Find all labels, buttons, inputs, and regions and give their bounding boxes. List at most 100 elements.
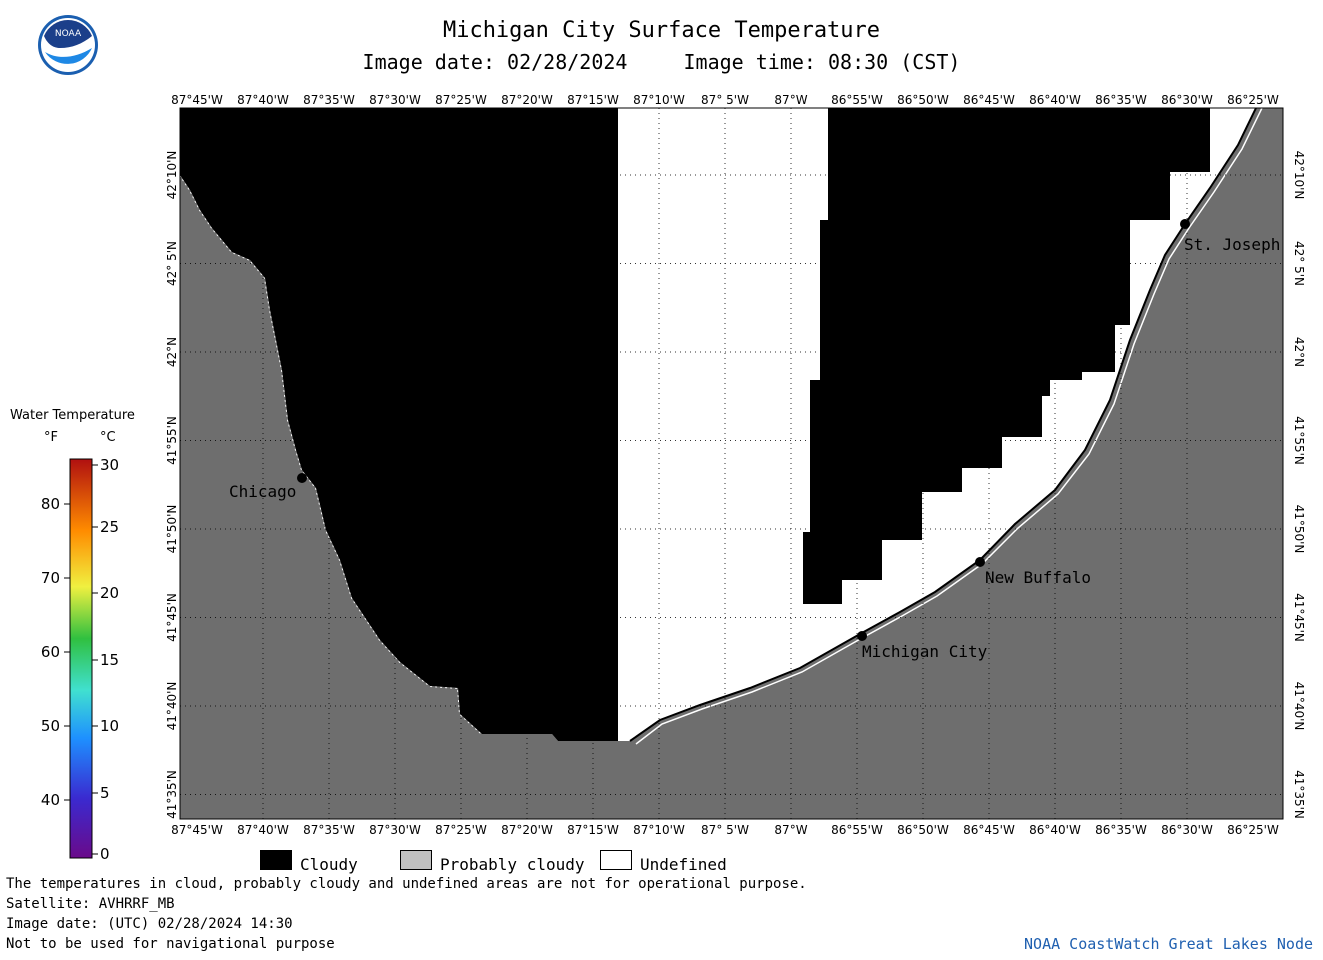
lon-label-bottom: 87° 5'W [701,823,749,837]
longitude-labels-bottom: 87°45'W 87°40'W 87°35'W 87°30'W 87°25'W 87°20… [171,823,1279,837]
lon-label-top: 86°55'W [831,93,883,107]
image-date: Image date: 02/28/2024 [362,50,628,74]
f-tick-label: 60 [41,643,60,661]
lon-label-top: 87°25'W [435,93,487,107]
lon-label-top: 86°45'W [963,93,1015,107]
temperature-color-bar [69,458,93,859]
note-navigation: Not to be used for navigational purpose [6,936,335,952]
city-label-new-buffalo: New Buffalo [985,568,1091,587]
lat-label-right: 41°40'N [1292,682,1306,731]
lon-label-top: 87°30'W [369,93,421,107]
c-tick-label: 10 [100,717,119,735]
lat-label-right: 41°35'N [1292,770,1306,819]
key-swatch-cloudy [260,850,292,870]
lon-label-top: 86°40'W [1029,93,1081,107]
lon-label-bottom: 86°50'W [897,823,949,837]
city-marker-chicago [297,473,307,483]
lon-label-bottom: 87°40'W [237,823,289,837]
city-label-st-joseph: St. Joseph [1184,235,1280,254]
lon-label-bottom: 87°45'W [171,823,223,837]
lon-label-bottom: 87°W [774,823,807,837]
latitude-labels-right: 42°10'N 42° 5'N 42°N 41°55'N 41°50'N 41°45'N 4… [1292,151,1306,819]
lat-label-left: 42° 5'N [165,241,179,286]
lat-label-left: 41°40'N [165,682,179,731]
lon-label-bottom: 86°45'W [963,823,1015,837]
image-time: Image time: 08:30 (CST) [683,50,961,74]
lon-label-top: 87°35'W [303,93,355,107]
c-tick-label: 25 [100,518,119,536]
lon-label-top: 87°15'W [567,93,619,107]
c-tick-label: 30 [100,456,119,474]
land-west [180,175,630,819]
f-tick-label: 70 [41,569,60,587]
shoreline-east-white [635,107,1263,745]
lon-label-bottom: 86°25'W [1227,823,1279,837]
lon-label-top: 87°20'W [501,93,553,107]
lon-label-bottom: 87°20'W [501,823,553,837]
lon-label-top: 86°25'W [1227,93,1279,107]
lon-label-bottom: 87°30'W [369,823,421,837]
lat-label-right: 41°55'N [1292,416,1306,465]
fahrenheit-ticks: 80 70 60 50 40 [41,495,70,809]
lon-label-bottom: 86°55'W [831,823,883,837]
city-marker-michigan-city [857,631,867,641]
noaa-logo-icon: NOAA [38,15,98,75]
celsius-ticks: 30 25 20 15 10 5 0 [92,456,119,863]
c-tick-label: 0 [100,845,110,863]
f-tick-label: 80 [41,495,60,513]
lon-label-bottom: 86°35'W [1095,823,1147,837]
map-subtitle: Image date: 02/28/2024 Image time: 08:30… [0,50,1323,74]
c-tick-label: 20 [100,584,119,602]
note-satellite: Satellite: AVHRRF_MB [6,896,175,912]
map-title: Michigan City Surface Temperature [442,18,881,43]
lon-label-bottom: 86°30'W [1161,823,1213,837]
land-east [630,108,1283,819]
lat-label-left: 41°35'N [165,770,179,819]
note-disclaimer: The temperatures in cloud, probably clou… [6,876,807,892]
legend-title: Water Temperature [10,408,135,423]
lon-label-top: 87°W [774,93,807,107]
lat-label-right: 41°45'N [1292,593,1306,642]
lon-label-top: 86°30'W [1161,93,1213,107]
c-tick-label: 15 [100,651,119,669]
lon-label-top: 86°35'W [1095,93,1147,107]
lat-label-left: 42°10'N [165,151,179,200]
lon-label-top: 87°10'W [633,93,685,107]
lon-label-top: 87° 5'W [701,93,749,107]
lat-label-right: 42°N [1292,337,1306,367]
lat-label-right: 42° 5'N [1292,241,1306,286]
key-swatch-undefined [600,850,632,870]
lat-label-left: 42°N [165,337,179,367]
cloudy-area-east [803,108,1210,604]
unit-fahrenheit: °F [44,430,58,445]
key-label-cloudy: Cloudy [300,855,358,874]
map-frame [179,107,1284,820]
key-label-undefined: Undefined [640,855,727,874]
lon-label-bottom: 87°35'W [303,823,355,837]
city-marker-st-joseph [1180,219,1190,229]
lon-label-bottom: 87°15'W [567,823,619,837]
lat-label-right: 41°50'N [1292,505,1306,554]
lon-label-top: 86°50'W [897,93,949,107]
lat-label-right: 42°10'N [1292,151,1306,200]
shoreline-east [629,107,1257,742]
lon-label-bottom: 87°25'W [435,823,487,837]
city-label-michigan-city: Michigan City [862,642,988,661]
lon-label-top: 87°40'W [237,93,289,107]
lon-label-bottom: 87°10'W [633,823,685,837]
noaa-logo-text: NOAA [55,29,82,39]
lat-lon-grid [180,108,1283,819]
key-swatch-probably-cloudy [400,850,432,870]
credit-text: NOAA CoastWatch Great Lakes Node [1024,935,1313,953]
latitude-labels-left: 42°10'N 42° 5'N 42°N 41°55'N 41°50'N 41°45'N 4… [165,151,179,819]
longitude-labels-top: 87°45'W 87°40'W 87°35'W 87°30'W 87°25'W 87°20… [171,93,1279,107]
lat-label-left: 41°50'N [165,505,179,554]
cloudy-area-west [180,108,618,741]
f-tick-label: 50 [41,717,60,735]
note-utc-date: Image date: (UTC) 02/28/2024 14:30 [6,916,293,932]
lat-label-left: 41°45'N [165,593,179,642]
unit-celsius: °C [100,430,116,445]
city-label-chicago: Chicago [229,482,296,501]
c-tick-label: 5 [100,784,110,802]
